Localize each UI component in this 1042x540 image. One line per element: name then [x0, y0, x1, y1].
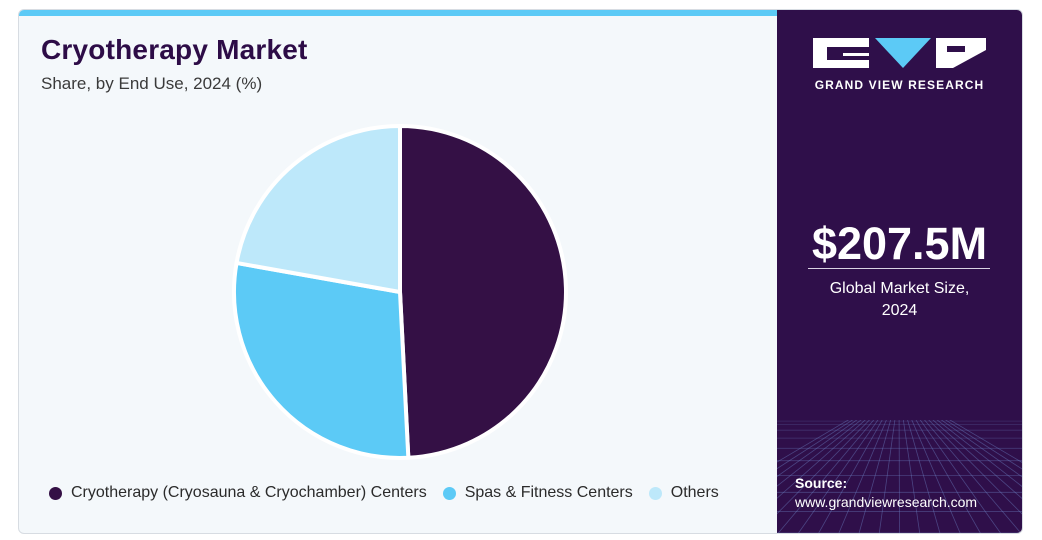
gvr-logo-icon — [813, 38, 986, 68]
legend-item: Spas & Fitness Centers — [442, 484, 633, 502]
decorative-grid-graphic — [777, 420, 1022, 533]
chart-card: Cryotherapy Market Share, by End Use, 20… — [18, 9, 1023, 534]
chart-subtitle: Share, by End Use, 2024 (%) — [41, 74, 263, 93]
legend-swatch — [49, 486, 62, 500]
brand-name: GRAND VIEW RESEARCH — [814, 78, 985, 92]
legend-item: Others — [648, 484, 719, 502]
accent-bar — [19, 10, 777, 16]
source-label: Source: — [795, 475, 848, 491]
market-size-value: $207.5M — [811, 218, 988, 269]
source-url: www.grandviewresearch.com — [795, 494, 978, 510]
sidebar-panel: GRAND VIEW RESEARCH $207.5M Global Marke… — [777, 10, 1022, 533]
legend-swatch — [648, 486, 662, 500]
market-size-label: Global Market Size, 2024 — [777, 278, 1022, 322]
chart-legend: Cryotherapy (Cryosauna & Cryochamber) Ce… — [49, 484, 719, 502]
legend-swatch — [442, 486, 456, 500]
legend-item: Cryotherapy (Cryosauna & Cryochamber) Ce… — [49, 484, 427, 502]
pie-slice-1 — [398, 124, 568, 460]
legend-label: Spas & Fitness Centers — [464, 484, 633, 501]
divider — [808, 268, 990, 269]
market-size-label-line1: Global Market Size, — [829, 280, 970, 297]
pie-slice-3 — [234, 124, 402, 294]
market-size-label-line2: 2024 — [881, 302, 918, 319]
legend-label: Cryotherapy (Cryosauna & Cryochamber) Ce… — [71, 484, 427, 501]
chart-title: Cryotherapy Market — [41, 34, 308, 65]
legend-label: Others — [670, 484, 719, 501]
pie-slice-2 — [232, 260, 411, 460]
pie-chart — [232, 124, 568, 460]
